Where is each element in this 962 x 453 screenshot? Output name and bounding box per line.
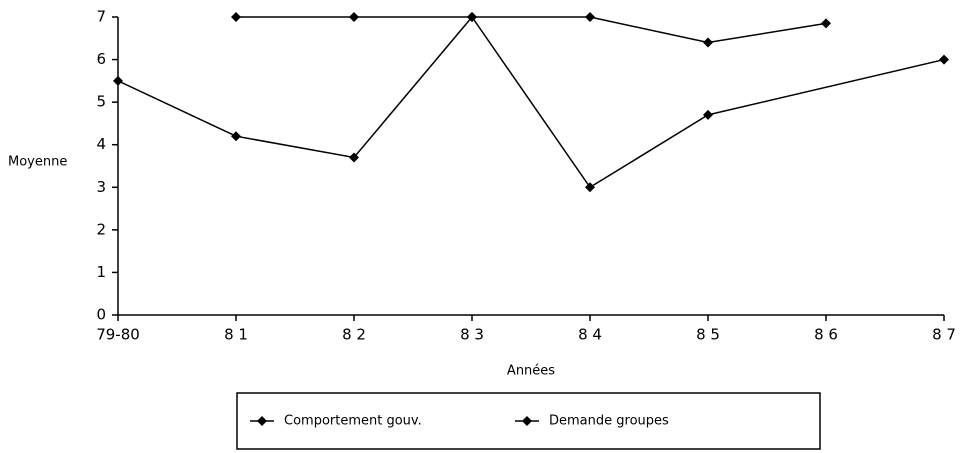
- marker: [231, 12, 241, 22]
- marker: [703, 37, 713, 48]
- legend-label: Comportement gouv.: [284, 414, 422, 429]
- series-line: [117, 15, 709, 189]
- x-tick-label: 8 3: [460, 326, 484, 344]
- x-tick-label: 8 2: [342, 326, 366, 344]
- y-tick-label: 0: [96, 306, 106, 324]
- marker: [113, 75, 123, 86]
- y-tick-label: 2: [96, 220, 106, 238]
- marker: [231, 131, 241, 142]
- marker: [939, 54, 949, 65]
- marker: [703, 109, 713, 120]
- x-axis-label: Années: [507, 364, 555, 379]
- marker: [585, 182, 595, 193]
- y-tick-label: 7: [96, 8, 106, 26]
- x-tick-label: 8 7: [932, 326, 956, 344]
- x-tick-label: 8 6: [814, 326, 838, 344]
- marker: [349, 152, 359, 163]
- y-axis-label: Moyenne: [8, 155, 67, 170]
- series-line: [236, 16, 827, 44]
- y-tick-label: 5: [96, 93, 106, 111]
- legend-label: Demande groupes: [549, 414, 669, 429]
- x-tick-label: 8 5: [696, 326, 720, 344]
- marker: [585, 12, 595, 22]
- marker: [349, 12, 359, 22]
- y-tick-label: 4: [96, 135, 106, 153]
- marker: [821, 18, 831, 29]
- x-tick-label: 8 4: [578, 326, 602, 344]
- marker: [467, 12, 477, 22]
- y-tick-label: 6: [96, 50, 106, 68]
- y-tick-label: 1: [96, 263, 106, 281]
- legend-marker: [257, 416, 267, 426]
- legend-box: [236, 392, 821, 450]
- x-tick-label: 79-80: [96, 326, 140, 344]
- y-tick-label: 3: [96, 178, 106, 196]
- legend-marker: [522, 416, 532, 426]
- x-tick-label: 8 1: [224, 326, 248, 344]
- gap-connector: [707, 58, 945, 116]
